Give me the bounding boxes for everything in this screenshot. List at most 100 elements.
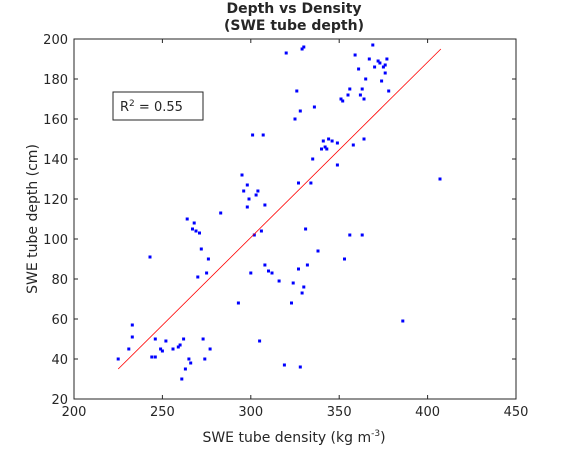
y-tick-label: 140	[43, 153, 68, 168]
data-point	[304, 227, 308, 231]
data-point	[343, 257, 346, 261]
data-point	[364, 77, 368, 81]
annotation-prefix: R	[120, 100, 129, 115]
data-point	[189, 361, 193, 365]
data-point	[401, 319, 405, 323]
y-axis-label-text: SWE tube depth (cm)	[25, 144, 41, 294]
chart-title: Depth vs Density (SWE tube depth)	[224, 1, 364, 34]
annotation-box	[112, 91, 204, 121]
data-point	[295, 89, 299, 93]
data-point	[293, 117, 297, 121]
data-point	[263, 203, 267, 207]
x-tick-label: 350	[327, 405, 352, 420]
x-axis-label: SWE tube density (kg m-3)	[202, 429, 385, 446]
y-tick-label: 60	[51, 313, 68, 328]
data-point	[256, 189, 260, 193]
data-point	[298, 365, 302, 369]
data-point	[263, 263, 267, 267]
data-point	[182, 337, 186, 341]
data-point	[247, 197, 251, 201]
data-point	[335, 163, 339, 167]
data-point	[348, 233, 352, 237]
y-tick-label: 180	[43, 73, 68, 88]
data-point	[297, 181, 300, 185]
data-point	[341, 99, 345, 103]
data-point	[316, 249, 320, 253]
data-point	[259, 229, 263, 233]
data-point	[201, 337, 205, 341]
data-point	[206, 257, 210, 261]
data-point	[191, 227, 194, 231]
x-tick-label: 200	[62, 405, 87, 420]
data-point	[261, 133, 265, 137]
y-tick-label: 200	[43, 33, 68, 48]
data-point	[383, 71, 387, 75]
data-point	[282, 363, 286, 367]
data-point	[353, 53, 357, 57]
data-point	[346, 93, 350, 97]
data-point	[242, 189, 246, 193]
x-axis-ticks: 200 250 300 350 400 450	[62, 39, 529, 420]
y-axis-label: SWE tube depth (cm)	[25, 144, 41, 294]
data-point	[205, 271, 209, 275]
data-point	[194, 229, 198, 233]
data-point	[351, 143, 355, 147]
data-point	[192, 221, 196, 225]
data-point	[300, 291, 304, 295]
data-point	[160, 349, 164, 353]
data-point	[362, 97, 366, 101]
data-point	[325, 147, 329, 151]
data-point	[270, 271, 274, 275]
data-point	[323, 145, 327, 149]
data-point	[252, 233, 256, 237]
x-tick-label: 300	[238, 405, 263, 420]
data-point	[302, 45, 306, 49]
x-tick-label: 250	[150, 405, 175, 420]
data-point	[245, 183, 249, 187]
y-tick-label: 20	[51, 393, 68, 408]
data-point	[254, 193, 258, 197]
x-axis-label-text: SWE tube density (kg m-3)	[202, 429, 385, 446]
data-point	[159, 347, 163, 351]
data-point	[383, 63, 387, 67]
y-tick-label: 120	[43, 193, 68, 208]
data-point	[438, 177, 442, 181]
data-point	[358, 93, 362, 97]
x-axis-label-end: )	[380, 430, 385, 446]
data-point	[153, 337, 157, 341]
data-point	[380, 79, 384, 83]
y-tick-label: 40	[51, 353, 68, 368]
data-point	[164, 339, 168, 343]
data-point	[284, 51, 288, 55]
data-point	[148, 255, 152, 259]
data-point	[180, 377, 184, 381]
title-line-2: (SWE tube depth)	[224, 18, 364, 34]
data-point	[309, 181, 313, 185]
data-point	[236, 301, 240, 305]
data-point	[387, 89, 391, 93]
data-point	[249, 271, 253, 275]
data-point	[127, 347, 131, 351]
data-point	[203, 357, 207, 361]
data-point	[198, 231, 201, 235]
x-tick-label: 450	[504, 405, 529, 420]
data-point	[330, 139, 334, 143]
data-point	[321, 139, 325, 143]
data-point	[267, 269, 270, 273]
data-point	[150, 355, 154, 359]
y-tick-label: 160	[43, 113, 68, 128]
regression-line	[117, 48, 442, 370]
y-tick-label: 80	[51, 273, 68, 288]
data-point	[312, 105, 316, 109]
y-tick-label: 100	[43, 233, 68, 248]
data-point	[297, 267, 300, 271]
data-point	[371, 43, 375, 47]
data-point	[277, 279, 281, 283]
data-point	[130, 323, 134, 327]
data-point	[185, 217, 189, 221]
data-point	[290, 301, 293, 305]
data-point	[258, 339, 262, 343]
data-point	[311, 157, 315, 161]
